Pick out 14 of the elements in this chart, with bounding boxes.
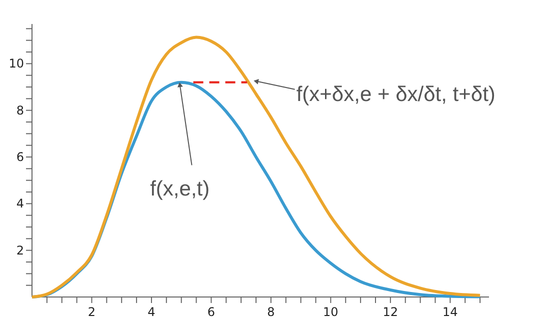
y-tick-label: 8 <box>16 103 24 118</box>
y-tick-label: 10 <box>8 56 24 71</box>
x-tick-label: 12 <box>382 305 398 319</box>
y-tick-label: 6 <box>16 150 24 164</box>
x-tick-label: 8 <box>267 305 275 319</box>
x-tick-label: 4 <box>148 305 156 319</box>
annotation: f(x,e,t) <box>150 178 210 201</box>
x-tick-label: 14 <box>442 305 458 319</box>
x-tick-label: 10 <box>323 305 338 319</box>
x-tick-label: 6 <box>207 305 216 319</box>
y-tick-label: 4 <box>16 196 24 211</box>
annotation: f(x+δx,e + δx/δt, t+δt) <box>296 83 496 106</box>
x-tick-label: 2 <box>88 305 96 319</box>
y-tick-label: 2 <box>16 243 24 258</box>
